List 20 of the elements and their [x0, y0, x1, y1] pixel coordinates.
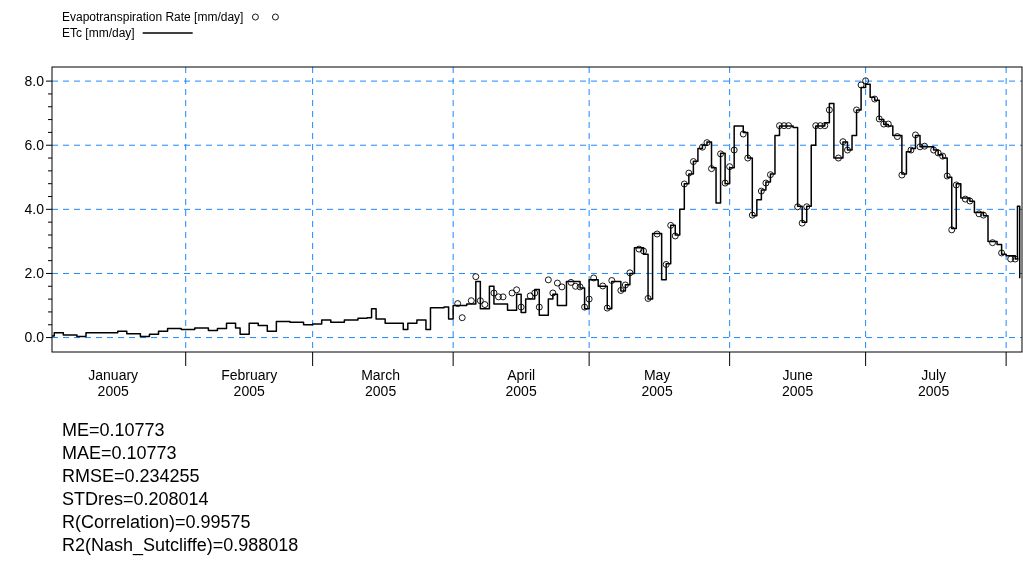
- x-tick-label: April 2005: [505, 367, 537, 399]
- x-tick-label: June 2005: [782, 367, 814, 399]
- x-tick-label: July 2005: [918, 367, 950, 399]
- y-tick-label: 4.0: [24, 201, 45, 218]
- x-tick-label: January 2005: [88, 367, 139, 399]
- text: ME=0.10773: [62, 420, 165, 441]
- x-tick-label: May 2005: [641, 367, 673, 399]
- text: MAE=0.10773: [62, 443, 177, 464]
- x-tick-label: March 2005: [361, 367, 401, 399]
- y-tick-label: 8.0: [24, 73, 45, 90]
- text: R(Correlation)=0.99575: [62, 512, 251, 533]
- y-tick-label: 2.0: [24, 265, 45, 282]
- text: STDres=0.208014: [62, 489, 209, 510]
- x-tick-label: February 2005: [221, 367, 278, 399]
- y-tick-label: 6.0: [24, 137, 45, 154]
- text: RMSE=0.234255: [62, 466, 200, 487]
- y-tick-label: 0.0: [24, 329, 45, 346]
- text: R2(Nash_Sutcliffe)=0.988018: [62, 535, 299, 557]
- legend-label: ETc [mm/day]: [62, 26, 135, 41]
- legend-label: Evapotranspiration Rate [mm/day]: [62, 10, 244, 25]
